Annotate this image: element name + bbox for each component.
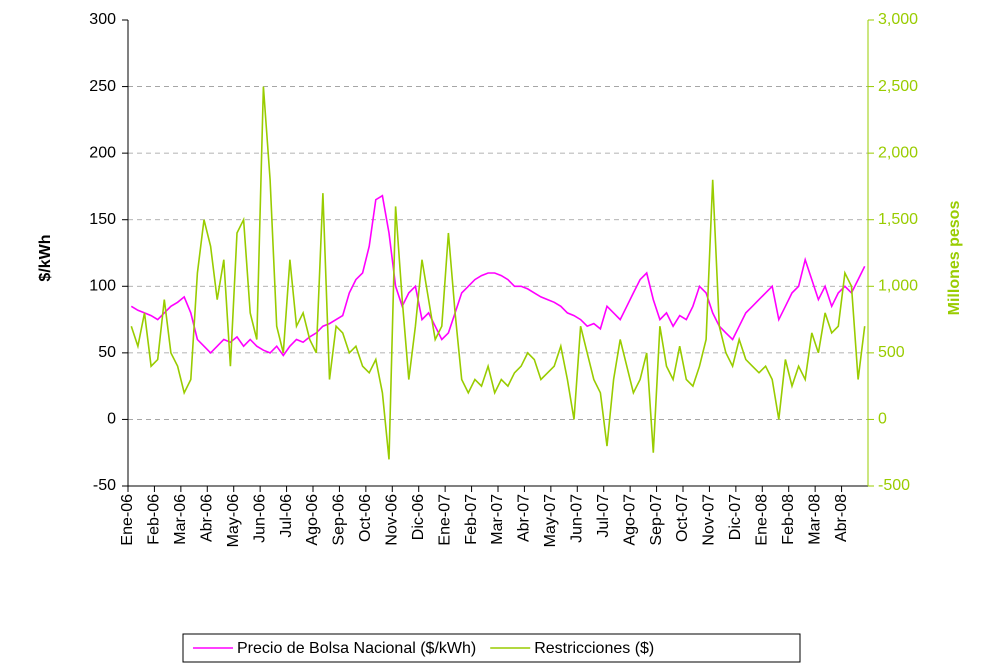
y-axis-label: $/kWh bbox=[37, 234, 54, 281]
x-tick-label: Nov-06 bbox=[384, 494, 401, 546]
x-tick-label: Oct-07 bbox=[674, 494, 691, 542]
x-tick-label: Abr-06 bbox=[199, 494, 216, 542]
x-tick-label: Sep-07 bbox=[648, 494, 665, 546]
x-tick-label: Feb-06 bbox=[146, 494, 163, 545]
legend-label: Precio de Bolsa Nacional ($/kWh) bbox=[237, 640, 476, 657]
y2-tick-label: 2,000 bbox=[878, 144, 918, 161]
x-tick-label: May-06 bbox=[225, 494, 242, 547]
x-tick-label: Mar-08 bbox=[806, 494, 823, 545]
x-tick-label: Sep-06 bbox=[331, 494, 348, 546]
y-tick-label: 50 bbox=[98, 344, 116, 361]
x-tick-label: Jul-06 bbox=[278, 494, 295, 538]
x-tick-label: May-07 bbox=[542, 494, 559, 547]
y-tick-label: 200 bbox=[89, 144, 116, 161]
y2-axis-label: Millones pesos bbox=[946, 201, 963, 316]
y-tick-label: 0 bbox=[107, 411, 116, 428]
x-tick-label: Ago-06 bbox=[304, 494, 321, 546]
y2-tick-label: -500 bbox=[878, 477, 910, 494]
x-tick-label: Abr-07 bbox=[516, 494, 533, 542]
x-tick-label: Oct-06 bbox=[357, 494, 374, 542]
legend-label: Restricciones ($) bbox=[534, 640, 654, 657]
series-line bbox=[130, 86, 866, 460]
x-tick-label: Ene-06 bbox=[119, 494, 136, 546]
series-line bbox=[130, 194, 866, 357]
x-tick-label: Jul-07 bbox=[595, 494, 612, 538]
x-tick-label: Nov-07 bbox=[701, 494, 718, 546]
x-tick-label: Mar-06 bbox=[172, 494, 189, 545]
y-tick-label: 150 bbox=[89, 211, 116, 228]
x-tick-label: Ago-07 bbox=[621, 494, 638, 546]
y2-tick-label: 500 bbox=[878, 344, 905, 361]
y-tick-label: 250 bbox=[89, 78, 116, 95]
y-tick-label: 100 bbox=[89, 278, 116, 295]
x-tick-label: Dic-07 bbox=[727, 494, 744, 540]
y2-tick-label: 0 bbox=[878, 411, 887, 428]
x-tick-label: Abr-08 bbox=[833, 494, 850, 542]
x-tick-label: Jun-06 bbox=[251, 494, 268, 543]
y2-tick-label: 3,000 bbox=[878, 11, 918, 28]
x-tick-label: Ene-07 bbox=[436, 494, 453, 546]
x-tick-label: Feb-07 bbox=[463, 494, 480, 545]
y2-tick-label: 1,000 bbox=[878, 278, 918, 295]
y2-tick-label: 2,500 bbox=[878, 78, 918, 95]
x-tick-label: Dic-06 bbox=[410, 494, 427, 540]
x-tick-label: Jun-07 bbox=[569, 494, 586, 543]
x-tick-label: Feb-08 bbox=[780, 494, 797, 545]
x-tick-label: Ene-08 bbox=[754, 494, 771, 546]
x-tick-label: Mar-07 bbox=[489, 494, 506, 545]
y-tick-label: -50 bbox=[93, 477, 116, 494]
y-tick-label: 300 bbox=[89, 11, 116, 28]
y2-tick-label: 1,500 bbox=[878, 211, 918, 228]
